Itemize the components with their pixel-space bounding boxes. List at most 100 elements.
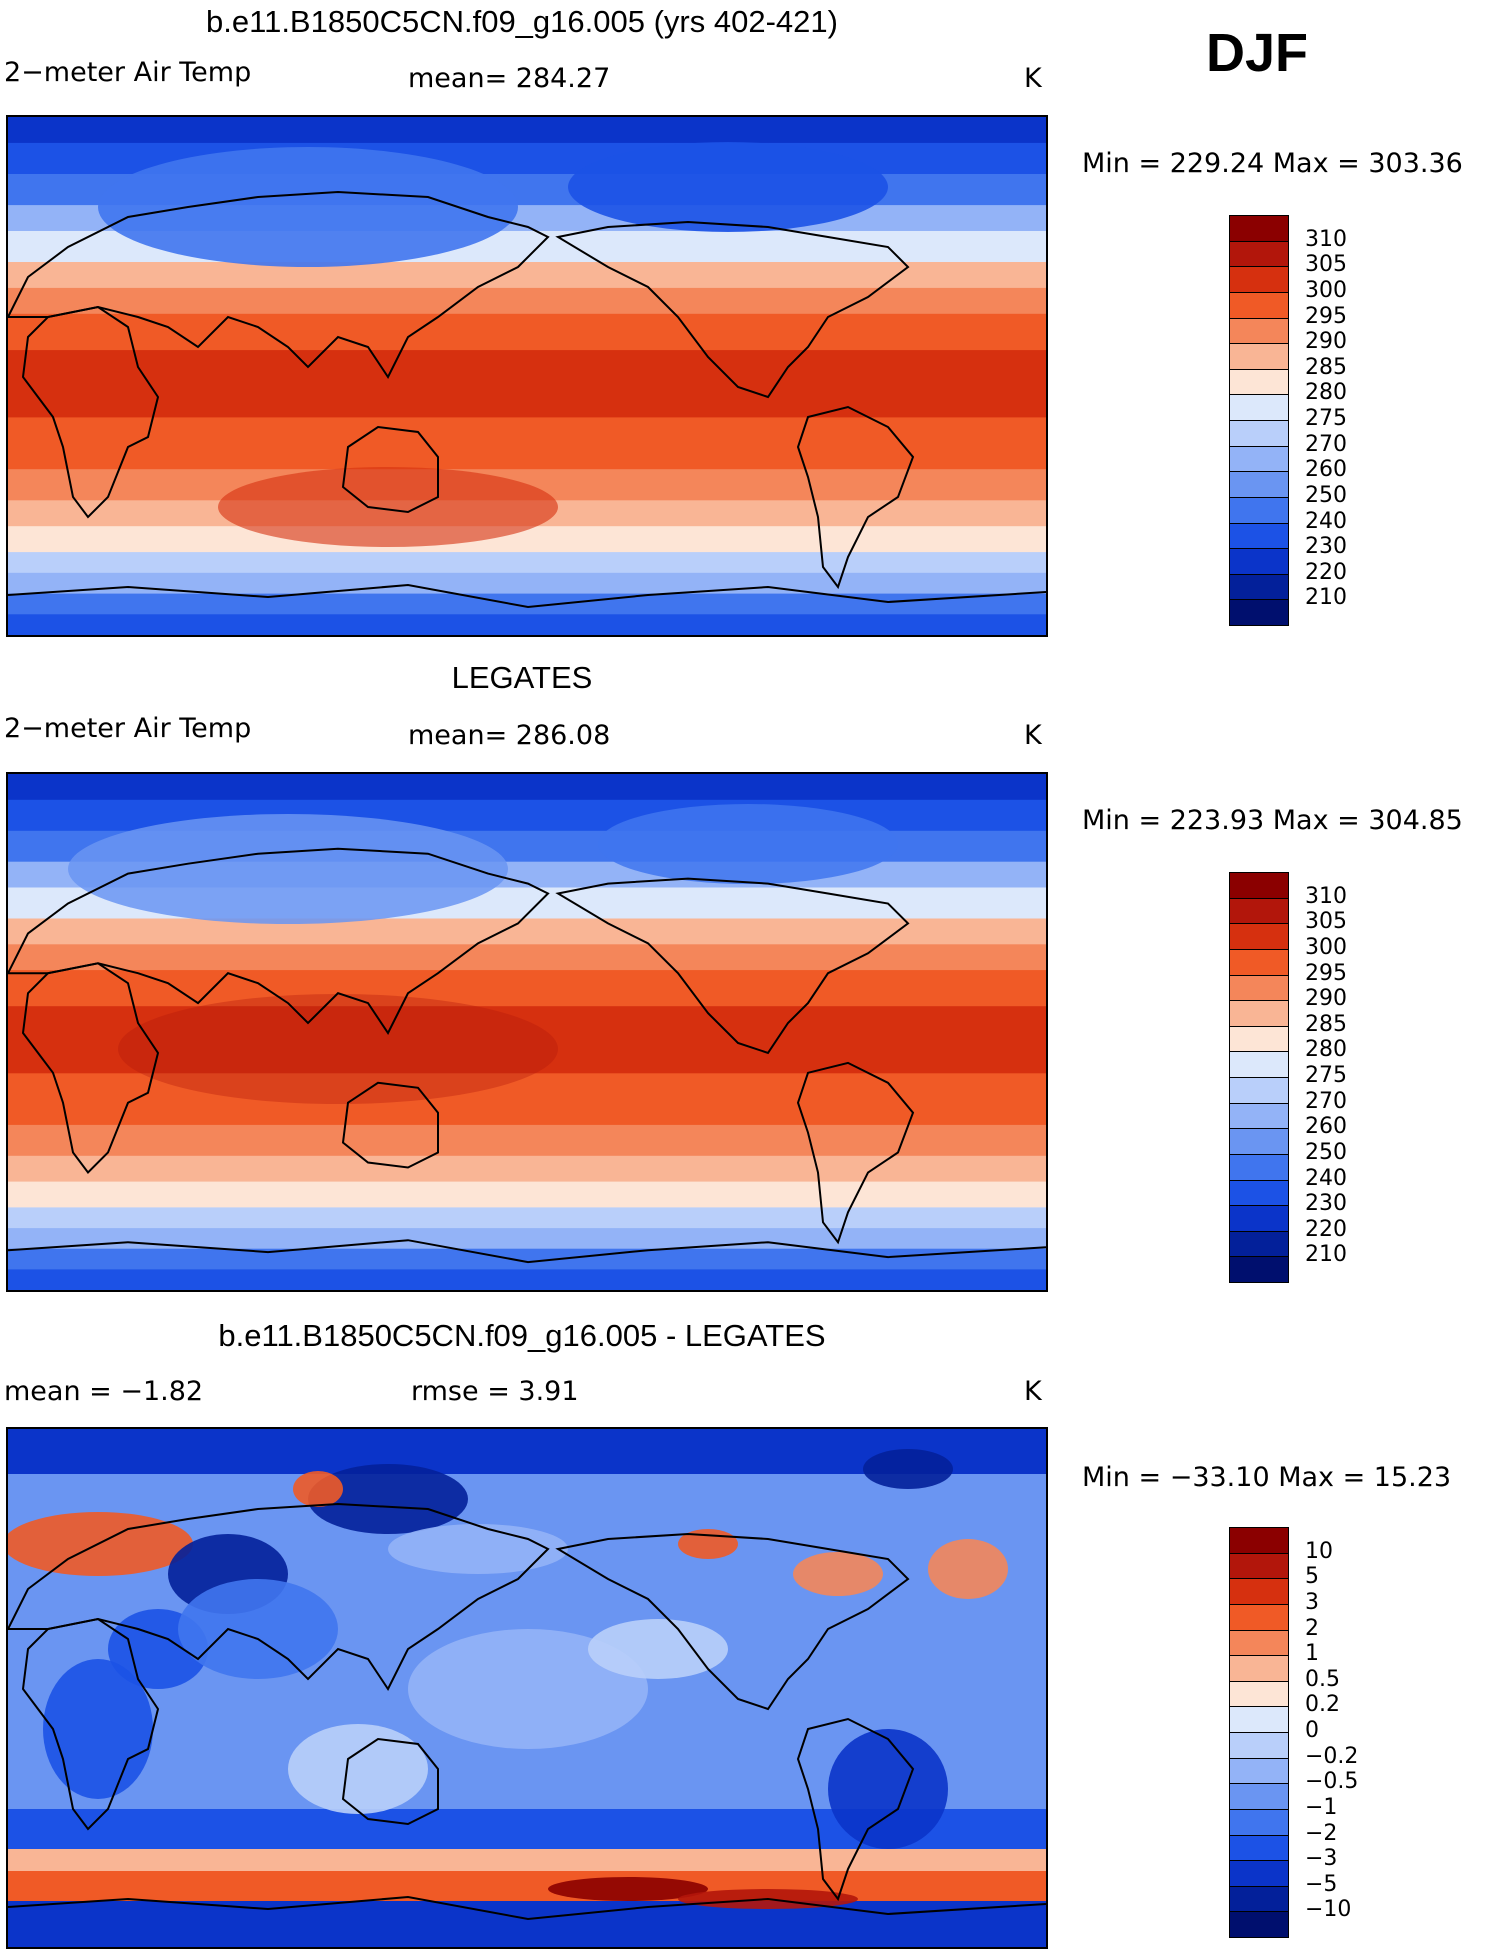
colorbar-tick-label: 1 bbox=[1305, 1641, 1319, 1667]
colorbar-tick-label: 260 bbox=[1305, 457, 1347, 483]
colorbar-tick-label: −1 bbox=[1305, 1794, 1338, 1820]
colorbar-swatch bbox=[1229, 1153, 1289, 1181]
panel-2-mean-label: mean= 286.08 bbox=[408, 720, 611, 751]
colorbar-swatch bbox=[1229, 1860, 1289, 1887]
panel-2-title: LEGATES bbox=[451, 660, 593, 695]
coastline bbox=[8, 190, 550, 379]
colorbar-swatch bbox=[1229, 215, 1289, 242]
panel-1-title: b.e11.B1850C5CN.f09_g16.005 (yrs 402-421… bbox=[206, 4, 838, 39]
colorbar-swatch bbox=[1229, 1000, 1289, 1027]
colorbar-swatch bbox=[1229, 317, 1289, 345]
colorbar-tick-label: 250 bbox=[1305, 1139, 1347, 1165]
coastline bbox=[8, 1239, 1046, 1264]
panel-3-colorbar: 10 5 3 2 1 0.5 0.2 0 −0.2 −0.5 −1 −2 −3 −5 −10 bbox=[1229, 1527, 1358, 1938]
colorbar-swatch bbox=[1229, 420, 1289, 447]
colorbar-tick-label: 210 bbox=[1305, 585, 1347, 611]
panel-3-minmax-label: Min = −33.10 Max = 15.23 bbox=[1082, 1462, 1452, 1493]
coastline bbox=[555, 877, 910, 1055]
panel-2-colorbar: 310 305 300 295 290 285 280 275 270 260 250 240 230 2… bbox=[1229, 872, 1347, 1283]
panel-2-field-label: 2−meter Air Temp bbox=[4, 713, 252, 744]
coastline bbox=[341, 425, 439, 514]
colorbar-swatch bbox=[1229, 1783, 1289, 1810]
map-field bbox=[8, 117, 1046, 635]
colorbar-swatch bbox=[1229, 1629, 1289, 1657]
colorbar-tick-label: 285 bbox=[1305, 354, 1347, 380]
coastline bbox=[21, 305, 160, 519]
colorbar-swatch bbox=[1229, 1911, 1289, 1938]
colorbar-tick-label: 290 bbox=[1305, 986, 1347, 1012]
coastline bbox=[8, 847, 550, 1035]
colorbar-swatch bbox=[1229, 897, 1289, 925]
colorbar-tick-label: −0.2 bbox=[1305, 1743, 1359, 1769]
colorbar-tick-label: 220 bbox=[1305, 1216, 1347, 1242]
coastline bbox=[21, 962, 160, 1175]
coastline bbox=[796, 1061, 915, 1245]
colorbar-swatch bbox=[1229, 1885, 1289, 1913]
panel-3-rmse-label: rmse = 3.91 bbox=[411, 1376, 579, 1407]
coastline bbox=[341, 1081, 439, 1169]
colorbar-swatch bbox=[1229, 974, 1289, 1002]
colorbar-tick-label: 0.5 bbox=[1305, 1666, 1340, 1692]
colorbar-tick-label: 310 bbox=[1305, 883, 1347, 909]
colorbar-swatch bbox=[1229, 1578, 1289, 1605]
colorbar-swatch bbox=[1229, 240, 1289, 268]
colorbar-tick-label: 290 bbox=[1305, 329, 1347, 355]
colorbar-tick-label: 295 bbox=[1305, 303, 1347, 329]
colorbar-swatch bbox=[1229, 1808, 1289, 1836]
colorbar-tick-label: 285 bbox=[1305, 1011, 1347, 1037]
map-field bbox=[8, 774, 1046, 1290]
panel-1-map bbox=[6, 115, 1048, 637]
colorbar-tick-label: 250 bbox=[1305, 482, 1347, 508]
colorbar-swatch bbox=[1229, 872, 1289, 899]
coastline bbox=[555, 220, 910, 399]
coastline bbox=[21, 1617, 160, 1831]
colorbar-swatch bbox=[1229, 1834, 1289, 1862]
panel-1-mean-label: mean= 284.27 bbox=[408, 63, 611, 94]
coastline bbox=[8, 1895, 1046, 1921]
colorbar-tick-label: 0.2 bbox=[1305, 1692, 1340, 1718]
colorbar-tick-label: −5 bbox=[1305, 1871, 1338, 1897]
colorbar-swatch bbox=[1229, 471, 1289, 498]
colorbar-swatch bbox=[1229, 1128, 1289, 1155]
colorbar-swatch bbox=[1229, 1230, 1289, 1258]
colorbar-swatch bbox=[1229, 291, 1289, 319]
colorbar-tick-label: 230 bbox=[1305, 1191, 1347, 1217]
colorbar-tick-label: 295 bbox=[1305, 960, 1347, 986]
colorbar-tick-label: 0 bbox=[1305, 1718, 1319, 1743]
coastline bbox=[796, 1717, 915, 1902]
panel-2-minmax-label: Min = 223.93 Max = 304.85 bbox=[1082, 805, 1463, 836]
colorbar-swatch bbox=[1229, 548, 1289, 575]
panel-3-title: b.e11.B1850C5CN.f09_g16.005 - LEGATES bbox=[218, 1318, 826, 1353]
coastline bbox=[796, 405, 915, 590]
coastline bbox=[555, 1532, 910, 1711]
panel-3-map bbox=[6, 1427, 1048, 1949]
colorbar-swatch bbox=[1229, 394, 1289, 421]
colorbar-tick-label: 5 bbox=[1305, 1564, 1319, 1590]
colorbar-swatch bbox=[1229, 1680, 1289, 1708]
colorbar-tick-label: −10 bbox=[1305, 1897, 1352, 1923]
colorbar-swatch bbox=[1229, 1527, 1289, 1554]
colorbar-swatch bbox=[1229, 1256, 1289, 1283]
colorbar-swatch bbox=[1229, 573, 1289, 601]
colorbar-swatch bbox=[1229, 923, 1289, 950]
colorbar-swatch bbox=[1229, 496, 1289, 524]
colorbar-tick-label: 280 bbox=[1305, 380, 1347, 406]
colorbar-swatch bbox=[1229, 266, 1289, 293]
panel-2-units-label: K bbox=[1024, 720, 1042, 751]
colorbar-tick-label: 260 bbox=[1305, 1114, 1347, 1140]
colorbar-tick-label: 240 bbox=[1305, 508, 1347, 534]
colorbar-swatch bbox=[1229, 1205, 1289, 1232]
panel-3-units-label: K bbox=[1024, 1376, 1042, 1407]
colorbar-tick-label: 310 bbox=[1305, 226, 1347, 252]
coastline bbox=[8, 583, 1046, 609]
colorbar-swatch bbox=[1229, 1655, 1289, 1682]
colorbar-tick-label: 10 bbox=[1305, 1538, 1333, 1564]
colorbar-tick-label: 300 bbox=[1305, 934, 1347, 960]
colorbar-swatch bbox=[1229, 522, 1289, 550]
colorbar-tick-label: 275 bbox=[1305, 406, 1347, 431]
panel-1-minmax-label: Min = 229.24 Max = 303.36 bbox=[1082, 148, 1463, 179]
panel-3-mean-label: mean = −1.82 bbox=[4, 1376, 204, 1407]
colorbar-tick-label: −3 bbox=[1305, 1846, 1338, 1872]
colorbar-tick-label: 240 bbox=[1305, 1165, 1347, 1191]
colorbar-tick-label: 300 bbox=[1305, 277, 1347, 303]
